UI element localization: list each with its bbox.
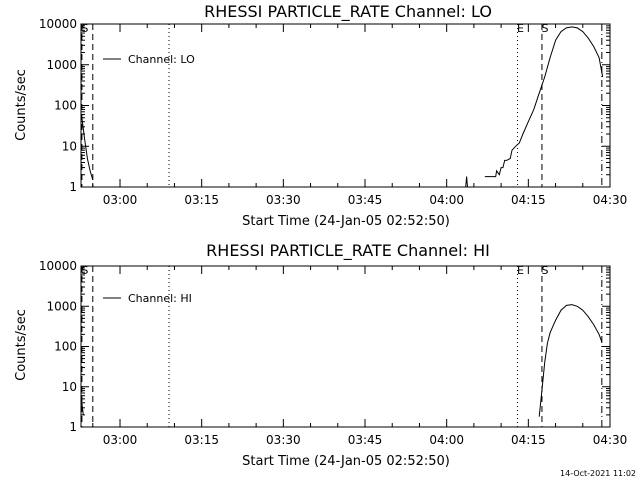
series-line-hi xyxy=(81,402,84,415)
event-marker-label-lo: E xyxy=(517,22,524,35)
panel-lo: RHESSI PARTICLE_RATE Channel: LO Counts/… xyxy=(14,2,627,229)
x-axis-label-lo: Start Time (24-Jan-05 02:52:50) xyxy=(242,214,450,229)
series-line-lo xyxy=(465,176,468,188)
x-tick-label-hi: 03:30 xyxy=(266,433,301,447)
x-tick-label-lo: 03:15 xyxy=(184,193,219,207)
chart-title-lo: RHESSI PARTICLE_RATE Channel: LO xyxy=(204,2,492,22)
footer-timestamp: 14-Oct-2021 11:02 xyxy=(560,469,636,478)
y-tick-label-lo: 100 xyxy=(54,99,77,113)
x-ticks-hi: 03:00 03:15 03:30 03:45 04:00 04:15 04:30 xyxy=(92,266,628,447)
y-tick-label-hi: 100 xyxy=(54,340,77,354)
legend-label-hi: Channel: HI xyxy=(128,292,192,305)
x-tick-label-lo: 03:45 xyxy=(348,193,383,207)
x-tick-label-hi: 03:45 xyxy=(348,433,383,447)
plot-frame-hi xyxy=(80,265,611,428)
y-tick-label-lo: 1 xyxy=(69,180,77,194)
series-hi xyxy=(81,304,603,417)
x-tick-label-hi: 04:00 xyxy=(429,433,464,447)
y-tick-label-hi: 10000 xyxy=(39,259,77,273)
event-marker-label-lo: S xyxy=(541,22,548,35)
x-tick-label-lo: 03:00 xyxy=(103,193,138,207)
panel-hi: RHESSI PARTICLE_RATE Channel: HI Counts/… xyxy=(14,241,627,469)
chart-title-hi: RHESSI PARTICLE_RATE Channel: HI xyxy=(206,241,490,261)
series-line-lo xyxy=(484,26,604,178)
x-tick-label-hi: 04:15 xyxy=(511,433,546,447)
y-tick-label-lo: 10000 xyxy=(39,17,77,31)
series-line-lo xyxy=(81,117,94,180)
x-tick-label-lo: 04:00 xyxy=(429,193,464,207)
y-tick-label-lo: 1000 xyxy=(46,58,77,72)
event-marker-label-hi: S xyxy=(541,264,548,277)
plot-frame-lo xyxy=(80,23,611,188)
x-tick-label-lo: 03:30 xyxy=(266,193,301,207)
y-axis-label-hi: Counts/sec xyxy=(14,309,29,381)
y-tick-label-hi: 1 xyxy=(69,420,77,434)
y-axis-label-lo: Counts/sec xyxy=(14,69,29,141)
event-marker-label-hi: E xyxy=(517,264,524,277)
y-tick-label-hi: 10 xyxy=(62,380,77,394)
x-tick-label-lo: 04:30 xyxy=(593,193,628,207)
event-marker-label-lo: S xyxy=(81,22,88,35)
y-ticks-lo: 1 10 100 1000 10000 xyxy=(39,17,610,194)
legend-label-lo: Channel: LO xyxy=(128,53,195,66)
y-ticks-hi: 1 10 100 1000 10000 xyxy=(39,259,610,434)
event-marker-label-hi: S xyxy=(81,264,88,277)
series-line-hi xyxy=(538,304,603,417)
x-tick-label-lo: 04:15 xyxy=(511,193,546,207)
y-tick-label-hi: 1000 xyxy=(46,299,77,313)
x-tick-label-hi: 04:30 xyxy=(593,433,628,447)
x-ticks-lo: 03:00 03:15 03:30 03:45 04:00 04:15 04:30 xyxy=(92,24,628,207)
y-tick-label-lo: 10 xyxy=(62,139,77,153)
x-axis-label-hi: Start Time (24-Jan-05 02:52:50) xyxy=(242,454,450,469)
x-tick-label-hi: 03:00 xyxy=(103,433,138,447)
x-tick-label-hi: 03:15 xyxy=(184,433,219,447)
series-lo xyxy=(81,26,604,188)
